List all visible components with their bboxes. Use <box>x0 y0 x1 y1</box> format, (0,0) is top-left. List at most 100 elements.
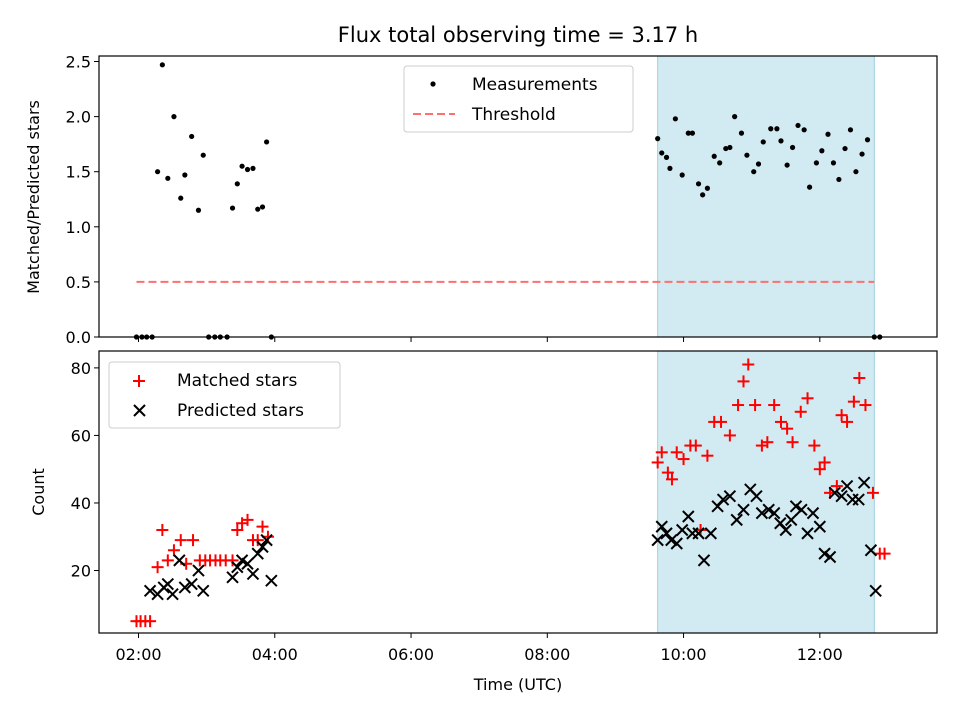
matched-star-marker <box>853 372 866 385</box>
measurement-point <box>679 172 685 178</box>
predicted-star-marker-b <box>840 479 854 493</box>
top-y-tick-label: 0.5 <box>66 273 91 292</box>
top-y-tick-label: 2.0 <box>66 108 91 127</box>
predicted-star-marker <box>697 554 711 567</box>
matched-star-marker <box>866 486 879 499</box>
predicted-star-marker <box>779 523 792 537</box>
measurement-point <box>768 126 774 132</box>
measurement-point <box>738 130 745 136</box>
matched-star-marker <box>670 446 683 459</box>
predicted-star-marker-b <box>692 527 705 540</box>
measurement-point <box>154 169 161 175</box>
measurement-point <box>259 204 266 210</box>
predicted-star-marker <box>692 527 705 540</box>
measurement-point <box>711 153 717 159</box>
measurement-point <box>751 169 757 175</box>
bottom-y-axis-label: Count <box>29 468 48 516</box>
bottom-legend-frame <box>108 361 341 429</box>
measurement-point <box>755 161 762 167</box>
predicted-star-marker-b <box>675 523 689 537</box>
predicted-star-marker-b <box>256 540 269 554</box>
predicted-star-marker <box>801 527 814 540</box>
predicted-star-marker-b <box>823 550 837 564</box>
predicted-star-marker-b <box>813 520 827 533</box>
top-y-tick-label: 1.5 <box>66 163 91 182</box>
predicted-star-marker-b <box>670 537 683 550</box>
measurement-point <box>655 136 661 142</box>
predicted-star-marker <box>192 564 205 577</box>
x-tick-label: 10:00 <box>661 645 707 664</box>
predicted-star-marker <box>241 557 254 570</box>
predicted-star-marker-b <box>762 503 775 516</box>
measurement-point <box>784 162 790 168</box>
predicted-star-marker <box>166 587 179 601</box>
matched-star-marker <box>723 429 736 442</box>
predicted-star-marker-b <box>173 554 186 567</box>
measurement-point <box>801 127 807 133</box>
top-x-ticks <box>138 337 821 342</box>
legend-predicted-marker <box>133 404 146 417</box>
predicted-star-marker <box>755 506 769 520</box>
predicted-star-marker-b <box>651 533 664 547</box>
predicted-star-marker <box>251 547 264 560</box>
predicted-star-marker-b <box>704 527 718 540</box>
predicted-star-marker <box>857 476 871 489</box>
predicted-star-marker <box>730 513 743 527</box>
matched-star-marker <box>768 399 781 412</box>
predicted-star-marker <box>655 520 668 533</box>
matched-star-marker <box>859 399 872 412</box>
matched-star-markers <box>130 358 891 628</box>
predicted-star-marker <box>235 554 249 567</box>
matched-star-marker <box>701 449 714 462</box>
predicted-star-marker-b <box>246 567 260 581</box>
bottom-y-tick-label: 60 <box>71 426 91 445</box>
chart-title: Flux total observing time = 3.17 h <box>338 23 698 47</box>
measurement-point <box>255 206 261 212</box>
predicted-star-marker <box>828 486 842 500</box>
predicted-star-marker <box>256 540 269 554</box>
top-panel: 0.0 0.5 1.0 1.5 2.0 2.5 Matched/Predicted sta… <box>24 53 938 347</box>
predicted-star-marker <box>767 506 781 520</box>
x-tick-label: 04:00 <box>252 645 298 664</box>
bottom-panel-shaded-span <box>657 350 875 634</box>
top-y-tick-label: 0.0 <box>66 328 91 347</box>
matched-star-marker <box>156 523 169 536</box>
measurement-point <box>689 130 696 136</box>
predicted-star-marker-b <box>852 493 865 506</box>
measurement-point <box>234 181 240 187</box>
predicted-star-marker-b <box>192 564 205 577</box>
legend-measurements-label: Measurements <box>472 75 598 95</box>
measurement-point <box>806 184 813 190</box>
matched-star-marker <box>151 561 164 574</box>
predicted-star-marker <box>704 527 718 540</box>
measurement-point <box>239 163 245 169</box>
predicted-star-marker <box>185 577 198 591</box>
predicted-star-marker-b <box>185 577 198 591</box>
predicted-star-marker <box>178 581 192 594</box>
measurement-point <box>778 138 784 144</box>
legend-matched-marker <box>133 375 145 387</box>
bottom-y-tick-label: 40 <box>71 494 91 513</box>
legend-matched-label: Matched stars <box>177 371 297 391</box>
measurement-point <box>836 176 842 183</box>
matched-star-marker <box>251 534 264 547</box>
predicted-star-marker-b <box>779 523 792 537</box>
bottom-y-ticks: 20 40 60 80 <box>71 359 99 581</box>
top-y-ticks: 0.0 0.5 1.0 1.5 2.0 2.5 <box>66 53 99 347</box>
predicted-star-marker <box>818 547 831 560</box>
predicted-star-marker-b <box>828 486 842 500</box>
matched-star-marker <box>742 358 755 371</box>
measurement-point <box>732 114 738 120</box>
measurement-point <box>789 144 796 151</box>
predicted-star-marker-b <box>784 513 798 527</box>
matched-star-marker <box>878 547 891 560</box>
predicted-star-marker <box>197 584 210 597</box>
predicted-star-marker <box>246 567 260 581</box>
predicted-star-marker <box>795 503 808 516</box>
matched-star-marker <box>231 523 244 536</box>
predicted-star-marker <box>835 490 848 503</box>
predicted-star-marker <box>784 513 798 527</box>
predicted-star-marker <box>806 506 820 520</box>
